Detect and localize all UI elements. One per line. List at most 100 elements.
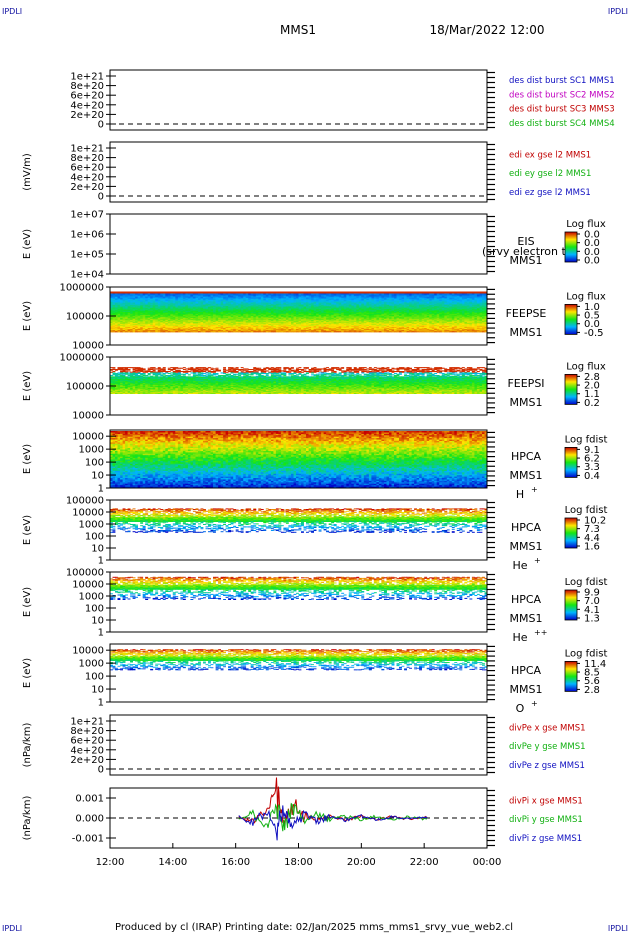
spectrogram-cell xyxy=(140,295,144,297)
spectrogram-cell xyxy=(416,294,420,296)
spectrogram-cell xyxy=(411,296,415,298)
spectrogram-cell xyxy=(250,298,254,300)
spectrogram-cell xyxy=(451,298,455,300)
spectrogram-cell xyxy=(192,299,196,301)
spectrogram-cell xyxy=(361,297,365,299)
spectrogram-cell xyxy=(288,297,292,299)
corner-label-top-left: IPDLI xyxy=(2,7,22,16)
spectrogram-cell xyxy=(303,294,307,296)
spectrogram-cell xyxy=(285,293,289,295)
spectrogram-cell xyxy=(195,294,199,296)
spectrogram-cell xyxy=(353,294,357,296)
spectrogram-cell xyxy=(366,298,370,300)
spectrogram-cell xyxy=(190,294,194,296)
spectrogram-cell xyxy=(454,299,458,301)
spectrogram-cell xyxy=(135,291,138,293)
spectrogram-cell xyxy=(391,298,395,300)
spectrogram-cell xyxy=(361,292,365,294)
spectrogram-cell xyxy=(479,292,483,294)
spectrogram-cell xyxy=(137,291,141,293)
spectrogram-cell xyxy=(285,297,289,299)
spectrogram-cell xyxy=(117,295,121,297)
spectrogram-cell xyxy=(351,297,355,299)
spectrogram-cell xyxy=(213,300,216,302)
spectrogram-cell xyxy=(419,293,422,295)
spectrogram-cell xyxy=(192,291,196,293)
spectrogram-cell xyxy=(110,292,113,294)
spectrogram-cell xyxy=(464,293,468,295)
spectrogram-cell xyxy=(220,297,224,299)
spectrogram-cell xyxy=(444,292,448,294)
spectrogram-cell xyxy=(132,293,136,295)
spectrogram-cell xyxy=(283,298,287,300)
spectrogram-cell xyxy=(346,292,350,294)
spectrogram-cell xyxy=(175,293,179,295)
spectrogram-cell xyxy=(192,296,196,298)
spectrogram-cell xyxy=(353,296,357,298)
spectrogram-cell xyxy=(112,298,116,300)
spectrogram-cell xyxy=(160,293,164,295)
spectrogram-cell xyxy=(220,291,224,293)
spectrogram-cell xyxy=(110,294,113,296)
spectrogram-cell xyxy=(368,291,372,293)
spectrogram-cell xyxy=(172,295,176,297)
spectrogram-cell xyxy=(167,296,171,298)
spectrogram-cell xyxy=(280,297,284,299)
legend-entry: des dist burst SC3 MMS3 xyxy=(509,105,615,115)
spectrogram-cell xyxy=(399,295,402,297)
spectrogram-cell xyxy=(293,299,297,301)
spectrogram-cell xyxy=(424,296,428,298)
spectrogram-cell xyxy=(308,291,312,293)
spectrogram-cell xyxy=(308,298,312,300)
spectrogram-cell xyxy=(439,298,443,300)
spectrogram-cell xyxy=(306,291,309,293)
spectrogram-cell xyxy=(341,297,345,299)
spectrogram-cell xyxy=(424,299,428,301)
ytick-label: 4e+20 xyxy=(70,100,104,111)
spectrogram-cell xyxy=(280,292,284,294)
spectrogram-cell xyxy=(479,298,483,300)
spectrogram-cell xyxy=(162,291,166,293)
spectrogram-cell xyxy=(288,298,292,300)
spectrogram-cell xyxy=(250,293,254,295)
spectrogram-cell xyxy=(343,299,347,301)
spectrogram-cell xyxy=(343,295,347,297)
spectrogram-cell xyxy=(218,294,221,296)
spectrogram-cell xyxy=(130,295,133,297)
spectrogram-cell xyxy=(248,297,252,299)
spectrogram-cell xyxy=(341,291,345,293)
spectrogram-cell xyxy=(117,294,121,296)
spectrogram-cell xyxy=(474,294,478,296)
spectrogram-cell xyxy=(416,298,420,300)
spectrogram-cell xyxy=(328,299,332,301)
spectrogram-cell xyxy=(484,297,488,299)
spectrogram-cell xyxy=(291,298,294,300)
spectrogram-cell xyxy=(120,296,123,298)
spectrogram-cell xyxy=(313,291,317,293)
spectrogram-cell xyxy=(456,292,460,294)
spectrogram-cell xyxy=(140,292,144,294)
spectrogram-cell xyxy=(303,292,307,294)
spectrogram-cell xyxy=(165,291,169,293)
spectrogram-cell xyxy=(175,291,179,293)
spectrogram-cell xyxy=(461,297,465,299)
spectrogram-cell xyxy=(406,299,410,301)
spectrogram-cell xyxy=(250,295,254,297)
spectrogram-cell xyxy=(416,293,420,295)
spectrogram-cell xyxy=(208,294,211,296)
spectrogram-cell xyxy=(333,295,337,297)
spectrogram-cell xyxy=(192,300,196,302)
spectrogram-cell xyxy=(356,294,360,296)
spectrogram-cell xyxy=(185,297,189,299)
spectrogram-cell xyxy=(411,295,415,297)
spectrogram-cell xyxy=(165,295,169,297)
spectrogram-cell xyxy=(245,292,249,294)
spectrogram-cell xyxy=(474,292,478,294)
spectrogram-cell xyxy=(368,293,372,295)
spectrogram-cell xyxy=(406,291,410,293)
spectrogram-cell xyxy=(391,294,395,296)
spectrogram-cell xyxy=(182,299,186,301)
spectrogram-cell xyxy=(120,299,123,301)
spectrogram-cell xyxy=(285,296,289,298)
spectrogram-cell xyxy=(361,298,365,300)
